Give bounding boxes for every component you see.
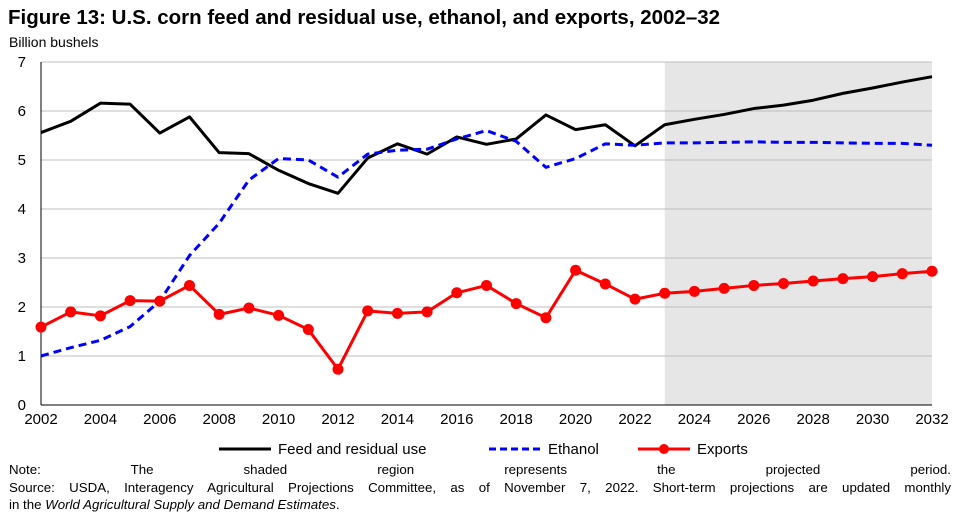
exports-data-point bbox=[510, 298, 522, 310]
y-tick-label: 5 bbox=[18, 152, 26, 169]
publication-title: World Agricultural Supply and Demand Est… bbox=[45, 497, 336, 512]
exports-data-point bbox=[362, 305, 374, 317]
x-tick-label: 2024 bbox=[678, 411, 711, 428]
legend-swatch-solid-black bbox=[219, 447, 271, 451]
exports-data-point bbox=[896, 268, 908, 280]
exports-data-point bbox=[154, 295, 166, 307]
exports-data-point bbox=[599, 278, 611, 290]
chart-legend: Feed and residual use Ethanol Exports bbox=[0, 437, 959, 461]
legend-label-feed: Feed and residual use bbox=[278, 440, 427, 458]
y-tick-label: 6 bbox=[18, 103, 26, 120]
exports-data-point bbox=[213, 308, 225, 320]
line-chart: 0 1 2 3 4 5 6 7 2002 2004 2006 2008 2010 2012 2014 2016… bbox=[18, 54, 949, 428]
exports-data-point bbox=[302, 324, 314, 336]
y-tick-label: 1 bbox=[18, 348, 26, 365]
exports-data-point bbox=[629, 293, 641, 305]
exports-data-point bbox=[273, 309, 285, 321]
projected-region-layer bbox=[664, 62, 932, 405]
exports-data-point bbox=[332, 363, 344, 375]
exports-data-point bbox=[718, 282, 730, 294]
x-tick-label: 2014 bbox=[381, 411, 414, 428]
x-tick-label: 2028 bbox=[797, 411, 830, 428]
series-line-feed bbox=[40, 75, 933, 195]
series-layer bbox=[35, 75, 938, 375]
y-tick-label: 4 bbox=[18, 201, 26, 218]
legend-label-exports: Exports bbox=[697, 440, 748, 458]
exports-data-point bbox=[926, 265, 938, 277]
exports-data-point bbox=[659, 287, 671, 299]
legend-label-ethanol: Ethanol bbox=[548, 440, 599, 458]
x-tick-label: 2032 bbox=[915, 411, 948, 428]
note-line: Note: The shaded region represents the p… bbox=[9, 462, 951, 477]
series-line-ethanol bbox=[40, 129, 933, 358]
exports-data-point bbox=[748, 279, 760, 291]
source-line-continued: in the World Agricultural Supply and Dem… bbox=[9, 497, 340, 512]
figure-notes: Note: The shaded region represents the p… bbox=[9, 461, 951, 514]
tick-labels-layer: 0 1 2 3 4 5 6 7 2002 2004 2006 2008 2010 2012 2014 2016… bbox=[18, 54, 949, 428]
x-tick-label: 2018 bbox=[500, 411, 533, 428]
y-tick-label: 3 bbox=[18, 250, 26, 267]
exports-data-point bbox=[124, 295, 136, 307]
x-tick-label: 2026 bbox=[737, 411, 770, 428]
x-tick-label: 2012 bbox=[321, 411, 354, 428]
y-tick-label: 0 bbox=[18, 397, 26, 414]
source-line: Source: USDA, Interagency Agricultural P… bbox=[9, 479, 951, 495]
exports-data-point bbox=[184, 279, 195, 291]
exports-data-point bbox=[778, 277, 789, 289]
exports-data-point bbox=[837, 273, 849, 285]
exports-data-point bbox=[421, 306, 433, 318]
x-tick-label: 2022 bbox=[618, 411, 651, 428]
axes-layer bbox=[40, 62, 932, 406]
y-axis-unit-label: Billion bushels bbox=[9, 34, 99, 50]
exports-data-point bbox=[391, 307, 403, 319]
x-tick-label: 2016 bbox=[440, 411, 473, 428]
exports-data-point bbox=[35, 321, 47, 333]
x-tick-label: 2002 bbox=[24, 411, 57, 428]
x-tick-label: 2006 bbox=[143, 411, 176, 428]
legend-item-feed: Feed and residual use bbox=[218, 437, 426, 461]
x-tick-label: 2004 bbox=[84, 411, 117, 428]
exports-data-point bbox=[807, 275, 819, 287]
exports-data-point bbox=[688, 285, 700, 297]
exports-data-point bbox=[65, 306, 77, 318]
exports-data-point bbox=[481, 279, 492, 291]
x-tick-label: 2030 bbox=[856, 411, 889, 428]
exports-data-point bbox=[540, 312, 552, 324]
figure-title: Figure 13: U.S. corn feed and residual u… bbox=[8, 6, 721, 29]
exports-data-point bbox=[451, 287, 463, 299]
legend-swatch-red-markers bbox=[638, 444, 690, 454]
legend-item-ethanol: Ethanol bbox=[488, 437, 599, 461]
exports-data-point bbox=[570, 264, 582, 276]
exports-data-point bbox=[94, 310, 106, 322]
y-tick-label: 2 bbox=[18, 299, 26, 316]
legend-item-exports: Exports bbox=[637, 437, 748, 461]
projected-region-shade bbox=[664, 62, 932, 405]
legend-swatch-dashed-blue bbox=[489, 447, 541, 451]
exports-data-point bbox=[867, 271, 879, 283]
x-tick-label: 2008 bbox=[203, 411, 236, 428]
x-tick-label: 2020 bbox=[559, 411, 592, 428]
x-tick-label: 2010 bbox=[262, 411, 295, 428]
exports-data-point bbox=[243, 302, 255, 314]
y-tick-label: 7 bbox=[18, 54, 26, 71]
